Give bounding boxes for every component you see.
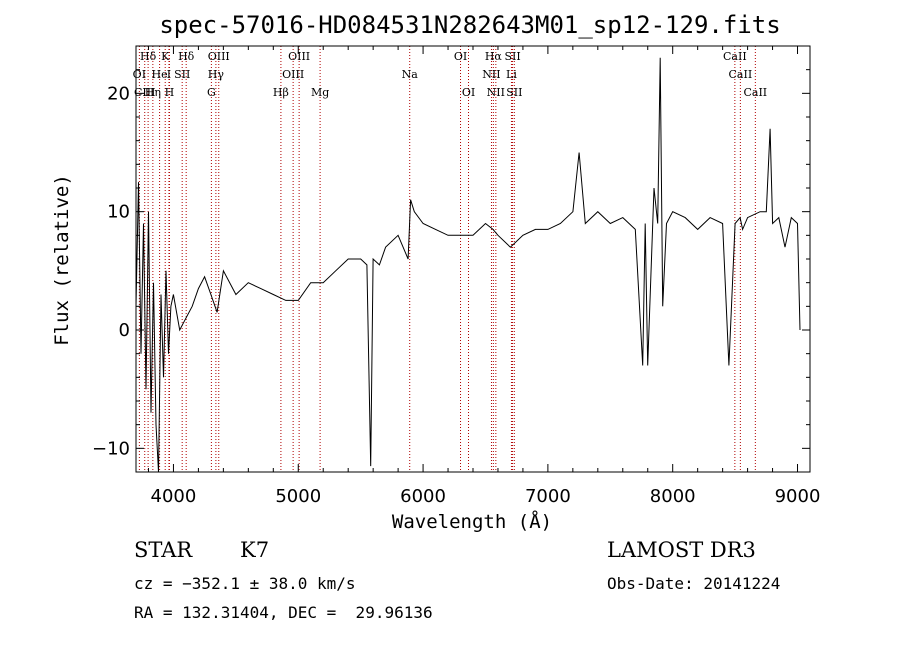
line-label-15: Na [402,68,419,81]
line-label-28: CaII [743,86,767,99]
line-label-19: CIII [134,86,155,99]
line-label-0: Hδ [140,50,157,63]
x-tick-label-3: 7000 [525,486,571,507]
line-label-2: Hδ [178,50,195,63]
chart-title: spec-57016-HD084531N282643M01_sp12-129.f… [159,11,780,39]
y-tick-label-1: 0 [119,320,130,341]
line-label-4: OIII [288,50,310,63]
y-tick-label-3: 20 [107,83,130,104]
redshift-velocity: cz = −352.1 ± 38.0 km/s [134,574,356,593]
line-label-20: Hη [145,86,161,99]
line-label-6: Hα [485,50,503,63]
line-label-26: NII [487,86,505,99]
line-label-23: Hβ [273,86,289,99]
line-label-16: NII [482,68,500,81]
line-label-3: OIII [208,50,230,63]
y-axis-label: Flux (relative) [51,174,73,346]
x-tick-label-2: 6000 [400,486,446,507]
line-label-11: I [167,68,171,81]
line-label-13: Hγ [208,68,225,81]
line-label-24: Mg [311,86,329,99]
line-label-27: SII [506,86,522,99]
x-tick-label-0: 4000 [151,486,197,507]
plot-frame [135,45,811,473]
line-label-18: CaII [729,68,753,81]
x-axis-label: Wavelength (Å) [392,510,552,533]
line-label-8: CaII [723,50,747,63]
x-tick-label-5: 9000 [775,486,821,507]
y-tick-label-2: 10 [107,202,130,223]
line-label-17: Li [506,68,517,81]
observation-date: Obs-Date: 20141224 [607,574,781,593]
axis-ticks: 4000 5000 6000 7000 8000 9000 −10 0 10 20 [92,45,821,507]
x-tick-label-1: 5000 [275,486,321,507]
line-label-7: SII [504,50,520,63]
line-label-1: K [161,50,170,63]
object-class: STAR [134,538,193,562]
line-label-25: OI [462,86,475,99]
x-tick-label-4: 8000 [650,486,696,507]
line-label-21: H [165,86,175,99]
line-label-14: OIII [282,68,304,81]
y-tick-label-0: −10 [92,438,130,459]
line-label-5: OI [454,50,467,63]
survey-name: LAMOST DR3 [607,538,756,562]
line-label-22: G [207,86,216,99]
line-label-10: He [152,68,168,81]
line-label-12: SII [174,68,190,81]
coordinates: RA = 132.31404, DEC = 29.96136 [134,603,433,622]
object-subclass: K7 [240,538,270,562]
spectral-line-markers [138,46,756,472]
flux-series-line [135,57,801,473]
